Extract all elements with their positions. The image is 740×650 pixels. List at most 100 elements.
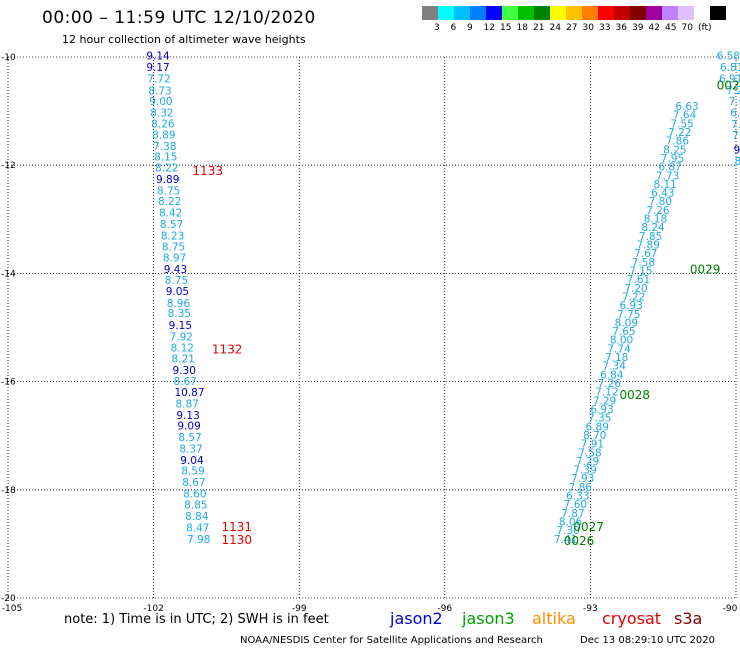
wave-height-label: 7.41 (554, 534, 577, 546)
page-subtitle: 12 hour collection of altimeter wave hei… (62, 33, 306, 46)
wave-height-label: 7.22 (668, 127, 691, 139)
color-legend-labels: 3 6 9 12 15 18 21 24 27 30 33 36 39 42 45 70 (ft) (422, 23, 740, 35)
wave-height-label: 7.18 (605, 352, 628, 364)
wave-height-label: 7.12 (595, 387, 618, 399)
legend-label: 33 (599, 23, 611, 33)
wave-height-label: 7.29 (576, 456, 599, 468)
wave-height-label: 8.75 (157, 185, 180, 197)
satellite-altika: altika (532, 609, 576, 628)
wave-height-label: 7.23 (726, 85, 740, 97)
wave-height-label: 8.23 (161, 230, 184, 242)
lat-tick-label: -12 (1, 161, 16, 171)
legend-label: 9 (467, 23, 473, 33)
legend-swatch (614, 6, 630, 20)
wave-height-label: 8.21 (172, 354, 195, 366)
legend-swatch (502, 6, 518, 20)
legend-label: 15 (500, 23, 512, 33)
wave-height-label: 6.3 (730, 108, 740, 120)
lat-tick-label: -18 (1, 486, 16, 496)
wave-height-label: 7.67 (634, 248, 657, 260)
lat-tick-label: -20 (1, 594, 16, 604)
legend-swatch (566, 6, 582, 20)
legend-label: 36 (615, 23, 627, 33)
wave-height-label: 7.26 (598, 378, 622, 390)
wave-height-label: 8.75 (165, 275, 188, 287)
satellite-cryosat: cryosat (602, 609, 662, 628)
pass-time-label: 002 (717, 78, 740, 92)
pass-time-label: 1131 (222, 520, 253, 534)
wave-height-label: 7.89 (637, 240, 660, 252)
legend-swatch (598, 6, 614, 20)
wave-height-label: 7.64 (673, 110, 697, 122)
wave-height-label: 8.89 (152, 130, 175, 142)
legend-swatch (486, 6, 502, 20)
wave-height-label: 8.85 (184, 500, 207, 512)
wave-height-label: 9 (734, 144, 740, 156)
wave-height-label: 10.87 (174, 387, 204, 399)
legend-label: 45 (665, 23, 677, 33)
timestamp-text: Dec 13 08:29:10 UTC 2020 (580, 635, 715, 646)
wave-height-label: 8.57 (178, 432, 201, 444)
lon-tick-label: -102 (143, 604, 163, 614)
color-legend (422, 6, 726, 20)
wave-height-label: 7.86 (666, 136, 690, 148)
pass-time-label: 1130 (222, 533, 253, 547)
lon-tick-label: -90 (723, 604, 738, 614)
legend-label: 6 (450, 23, 457, 33)
lat-tick-label: -14 (1, 269, 16, 279)
wave-height-label: 6.43 (651, 188, 674, 200)
legend-label: 30 (582, 23, 594, 33)
wave-height-label: 8.57 (160, 219, 183, 231)
wave-height-label: 9.13 (176, 410, 199, 422)
wave-height-label: 9.17 (146, 62, 169, 74)
wave-height-label: 7.60 (564, 499, 587, 511)
pass-time-label: 0029 (690, 262, 721, 276)
legend-swatch (678, 6, 694, 20)
pass-time-label: 1132 (212, 342, 243, 356)
wave-height-label: 8 (735, 156, 740, 168)
lat-tick-label: -10 (1, 53, 16, 63)
wave-height-label: 7.34 (603, 361, 627, 373)
wave-height-label: 7.22 (622, 291, 645, 303)
wave-height-label: 7.35 (588, 413, 611, 425)
wave-height-label: 6.33 (566, 491, 589, 503)
legend-label: 27 (566, 23, 578, 33)
wave-height-label: 8.09 (615, 317, 638, 329)
legend-swatch (518, 6, 534, 20)
wave-height-label: 6.89 (586, 421, 609, 433)
wave-height-label: 8.73 (148, 85, 171, 97)
wave-height-label: 7.74 (607, 343, 631, 355)
lon-tick-label: -96 (437, 604, 452, 614)
wave-height-label: 6.84 (600, 369, 624, 381)
wave-height-label: 7.65 (612, 326, 635, 338)
wave-height-label: 7.86 (569, 482, 593, 494)
wave-height-label: 7.55 (670, 118, 693, 130)
wave-height-label: 8.22 (155, 163, 178, 175)
pass-time-label: 0028 (620, 388, 651, 402)
wave-height-label: 8.35 (168, 308, 191, 320)
wave-height-label: 8.42 (159, 208, 182, 220)
wave-height-label: 8.70 (583, 430, 606, 442)
wave-height-label: 6.58 (717, 51, 740, 63)
pass-time-label: 0027 (573, 520, 604, 534)
wave-height-label: 7.98 (187, 534, 210, 546)
legend-swatch (470, 6, 486, 20)
satellite-s3a: s3a (674, 609, 703, 628)
legend-label: 24 (549, 23, 561, 33)
wave-height-label: 8.22 (158, 196, 181, 208)
legend-label: 42 (648, 23, 660, 33)
wave-height-label: 9.30 (173, 365, 196, 377)
legend-label: 70 (681, 23, 693, 33)
wave-height-label: 6.87 (658, 162, 681, 174)
wave-height-label: 8.12 (171, 342, 194, 354)
wave-height-label: 6.93 (590, 404, 613, 416)
legend-label: 39 (632, 23, 644, 33)
wave-height-label: 7.85 (639, 231, 662, 243)
wave-height-label: 9.14 (146, 51, 170, 63)
legend-label: 3 (434, 23, 440, 33)
wave-height-label: 7.5 (731, 119, 740, 131)
pass-time-label: 1133 (192, 164, 223, 178)
wave-height-label: 8.87 (175, 399, 198, 411)
